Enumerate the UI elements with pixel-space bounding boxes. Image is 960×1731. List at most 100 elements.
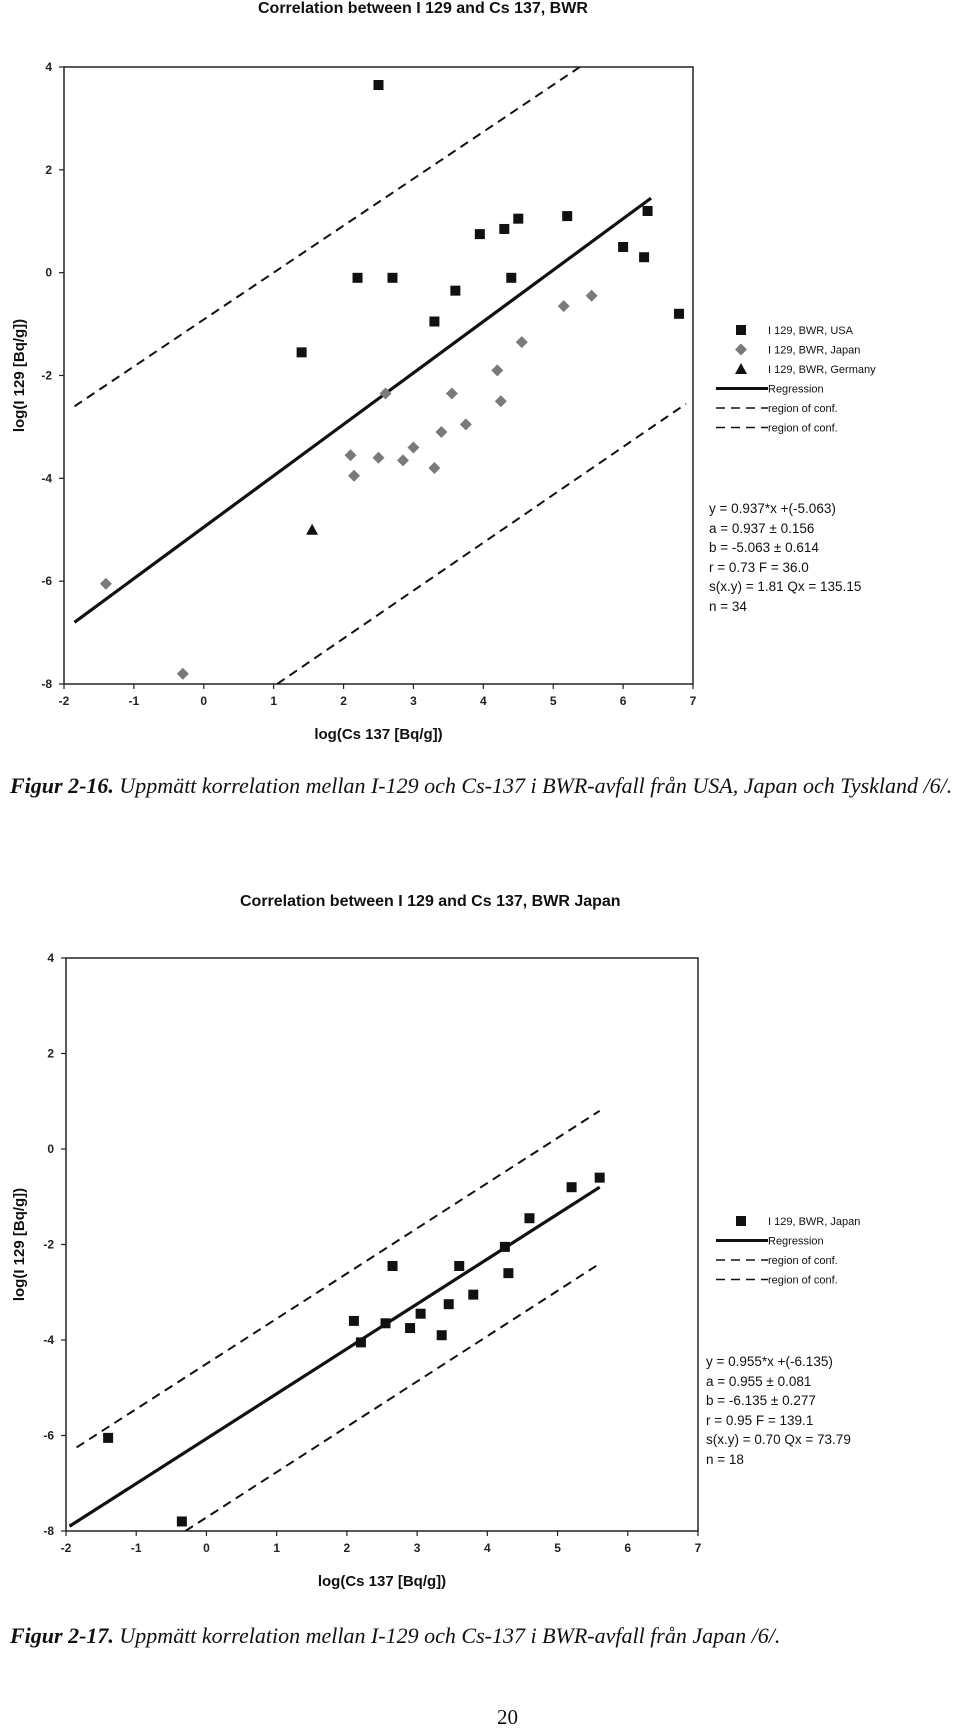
data-point	[494, 395, 507, 408]
chart-1: -2 -1 0 1 2 3 4 5 6 7 -8 -6 -4 -2 0 2 4 log(Cs 137 [Bq/g]…	[11, 60, 876, 743]
confidence-line	[75, 1109, 601, 1449]
legend-label: I 129, BWR, Germany	[768, 364, 876, 376]
stat-line: y = 0.937*x +(-5.063)	[709, 501, 836, 516]
y-axis-label: log(I 129 [Bq/g])	[11, 1188, 28, 1301]
stat-line: s(x.y) = 0.70 Qx = 73.79	[706, 1432, 851, 1447]
stat-line: a = 0.955 ± 0.081	[706, 1373, 812, 1389]
data-point	[176, 1516, 187, 1527]
caption-text: Uppmätt korrelation mellan I-129 och Cs-…	[119, 1623, 781, 1648]
stat-line: n = 34	[709, 598, 747, 614]
data-point	[348, 469, 361, 482]
data-point	[352, 272, 363, 283]
x-tick-label: 0	[203, 1541, 210, 1555]
data-point	[344, 449, 357, 462]
x-tick-label: 6	[624, 1541, 631, 1555]
data-point	[459, 418, 472, 431]
data-point	[379, 387, 392, 400]
y-tick-label: -8	[41, 677, 52, 691]
chart-2-title: Correlation between I 129 and Cs 137, BW…	[240, 893, 621, 910]
data-point	[176, 667, 189, 680]
data-point	[429, 316, 440, 327]
stat-line: b = -6.135 ± 0.277	[706, 1393, 816, 1408]
x-tick-label: 4	[480, 694, 487, 708]
legend-label: I 129, BWR, USA	[768, 325, 854, 337]
data-point	[499, 1241, 510, 1252]
x-axis-label: log(Cs 137 [Bq/g])	[314, 726, 442, 743]
data-point	[373, 79, 384, 90]
legend-marker	[735, 363, 747, 374]
confidence-line	[73, 67, 582, 408]
legend-label: region of conf.	[768, 423, 838, 435]
plot-lines	[68, 1109, 601, 1531]
caption-label: Figur 2-17.	[10, 1623, 114, 1648]
data-point	[557, 300, 570, 313]
y-tick-label: 4	[45, 60, 52, 74]
data-point	[506, 272, 517, 283]
y-tick-label: 2	[47, 1047, 54, 1061]
data-point	[674, 308, 685, 319]
data-point	[348, 1315, 359, 1326]
data-point	[503, 1268, 514, 1279]
data-point	[372, 451, 385, 464]
data-point	[99, 577, 112, 590]
chart-1-title: Correlation between I 129 and Cs 137, BW…	[258, 0, 588, 17]
x-tick-label: 4	[484, 1541, 491, 1555]
plot-frame	[63, 66, 694, 685]
x-tick-label: 7	[690, 694, 697, 708]
chart-2: -2 -1 0 1 2 3 4 5 6 7 -8 -6 -4 -2 0 2 4 log(Cs 137 [Bq/g]…	[11, 951, 860, 1590]
caption-label: Figur 2-16.	[10, 773, 114, 798]
data-point	[454, 1260, 465, 1271]
data-point	[618, 241, 629, 252]
data-point	[436, 1330, 447, 1341]
x-tick-label: 5	[550, 694, 557, 708]
legend-marker	[736, 325, 746, 335]
y-tick-label: -6	[41, 574, 52, 588]
chart-1-regression-stats: y = 0.937*x +(-5.063) a = 0.937 ± 0.156 …	[709, 499, 861, 616]
data-point	[639, 252, 650, 263]
data-point	[306, 523, 319, 535]
data-point	[499, 223, 510, 234]
legend-label: region of conf.	[768, 1275, 838, 1287]
legend-label: region of conf.	[768, 1255, 838, 1267]
legend-label: I 129, BWR, Japan	[768, 1216, 860, 1228]
data-point	[415, 1308, 426, 1319]
x-tick-label: 3	[410, 694, 417, 708]
y-tick-label: 4	[47, 951, 54, 965]
data-point	[435, 426, 448, 439]
x-tick-label: 3	[414, 1541, 421, 1555]
x-tick-label: 0	[200, 694, 207, 708]
data-point	[396, 454, 409, 467]
data-point	[513, 213, 524, 224]
legend-label: Regression	[768, 1236, 824, 1248]
legend-marker	[736, 1216, 746, 1226]
data-point	[562, 211, 573, 222]
x-tick-label: 5	[554, 1541, 561, 1555]
data-point	[642, 205, 653, 216]
page-number: 20	[497, 1705, 518, 1729]
data-point	[355, 1337, 366, 1348]
legend-label: region of conf.	[768, 403, 838, 415]
data-point	[428, 462, 441, 475]
x-tick-label: -2	[59, 694, 70, 708]
confidence-line	[276, 402, 687, 684]
x-tick-label: -1	[129, 694, 140, 708]
y-tick-label: -6	[43, 1429, 54, 1443]
data-point	[594, 1172, 605, 1183]
x-tick-label: 1	[270, 694, 277, 708]
y-tick-label: 0	[45, 266, 52, 280]
data-point	[296, 347, 307, 358]
data-point	[445, 387, 458, 400]
x-axis-label: log(Cs 137 [Bq/g])	[318, 1573, 446, 1590]
x-tick-label: 2	[344, 1541, 351, 1555]
data-point	[380, 1318, 391, 1329]
data-point	[468, 1289, 479, 1300]
y-tick-label: 0	[47, 1142, 54, 1156]
stat-line: a = 0.937 ± 0.156	[709, 520, 815, 536]
figure-caption-2-17: Figur 2-17. Uppmätt korrelation mellan I…	[10, 1621, 955, 1650]
caption-text: Uppmätt korrelation mellan I-129 och Cs-…	[119, 773, 953, 798]
y-tick-label: -4	[43, 1333, 54, 1347]
data-point	[443, 1299, 454, 1310]
y-tick-label: -2	[43, 1238, 54, 1252]
data-point	[405, 1323, 416, 1334]
x-tick-label: 2	[340, 694, 347, 708]
